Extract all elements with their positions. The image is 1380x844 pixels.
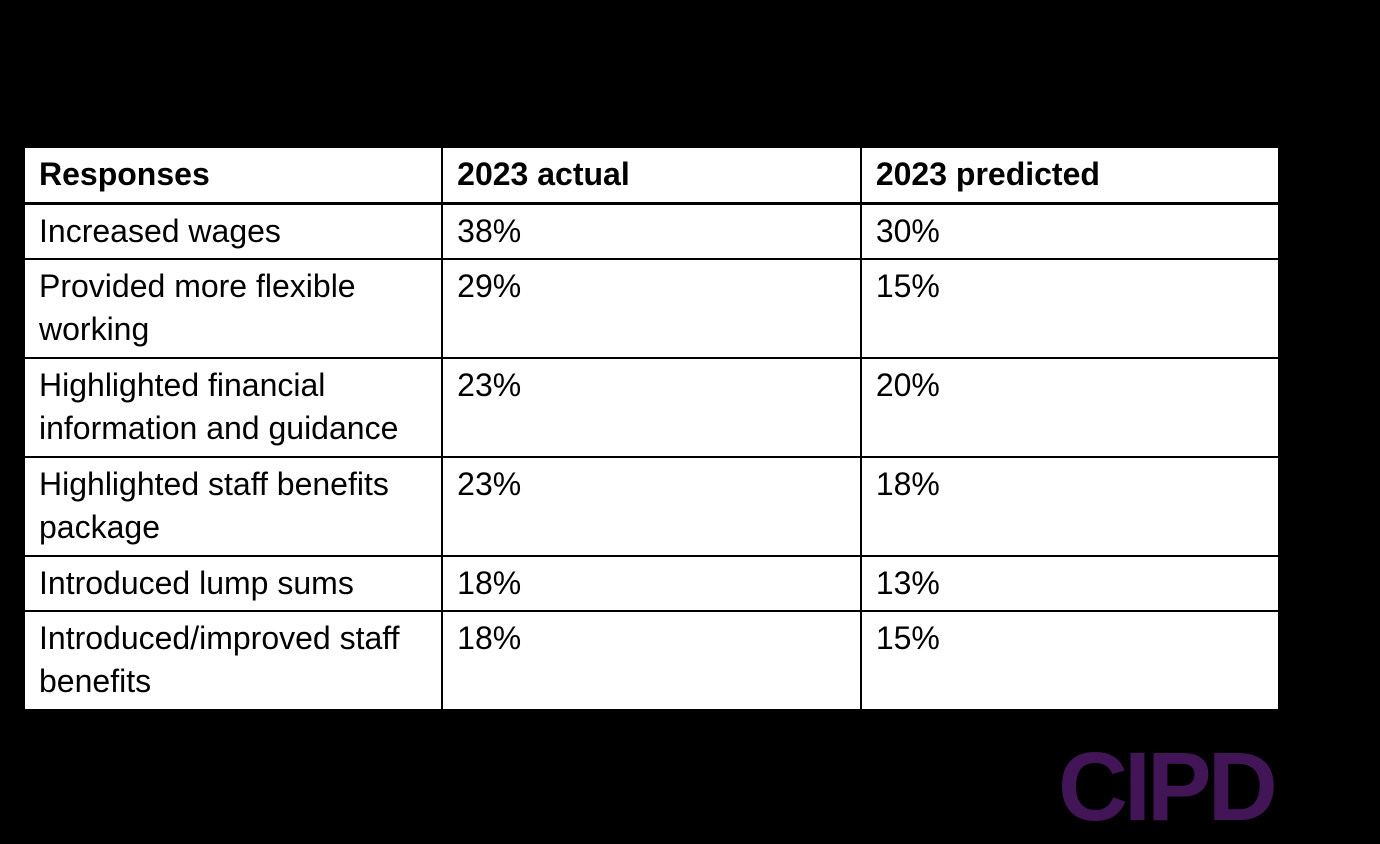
cell-actual-value: 18%: [441, 555, 862, 612]
table-row: Introduced lump sums 18% 13%: [22, 555, 1281, 612]
table-row: Highlighted financial information and gu…: [22, 357, 1281, 458]
cell-actual-value: 18%: [441, 610, 862, 711]
column-header-2023-predicted: 2023 predicted: [859, 145, 1281, 205]
cell-predicted-value: 15%: [859, 258, 1281, 359]
survey-results-table-container: Responses 2023 actual 2023 predicted Inc…: [22, 145, 1281, 712]
table-row: Introduced/improved staff benefits 18% 1…: [22, 610, 1281, 711]
cell-response-label: Increased wages: [22, 202, 444, 260]
cell-predicted-value: 15%: [859, 610, 1281, 711]
cipd-logo: CIPD: [1058, 732, 1278, 841]
cell-actual-value: 29%: [441, 258, 862, 359]
cell-response-label: Introduced lump sums: [22, 555, 444, 612]
survey-results-table: Responses 2023 actual 2023 predicted Inc…: [22, 145, 1281, 712]
cell-response-label: Highlighted staff benefits package: [22, 456, 444, 557]
cell-predicted-value: 30%: [859, 202, 1281, 260]
cell-predicted-value: 13%: [859, 555, 1281, 612]
cell-response-label: Highlighted financial information and gu…: [22, 357, 444, 458]
cell-response-label: Provided more flexible working: [22, 258, 444, 359]
cell-actual-value: 23%: [441, 456, 862, 557]
table-row: Increased wages 38% 30%: [22, 202, 1281, 260]
column-header-responses: Responses: [22, 145, 444, 205]
header-row: Responses 2023 actual 2023 predicted: [22, 145, 1281, 205]
table-row: Provided more flexible working 29% 15%: [22, 258, 1281, 359]
cell-response-label: Introduced/improved staff benefits: [22, 610, 444, 711]
cell-predicted-value: 20%: [859, 357, 1281, 458]
table-row: Highlighted staff benefits package 23% 1…: [22, 456, 1281, 557]
cell-predicted-value: 18%: [859, 456, 1281, 557]
cell-actual-value: 38%: [441, 202, 862, 260]
cell-actual-value: 23%: [441, 357, 862, 458]
column-header-2023-actual: 2023 actual: [441, 145, 862, 205]
